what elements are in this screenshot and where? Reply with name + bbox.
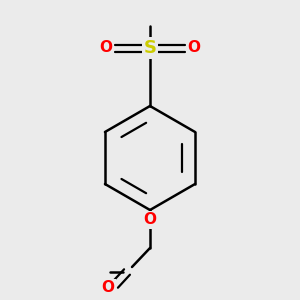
Text: O: O bbox=[188, 40, 200, 56]
Text: O: O bbox=[101, 280, 115, 296]
Text: O: O bbox=[143, 212, 157, 227]
Text: S: S bbox=[143, 39, 157, 57]
Text: O: O bbox=[100, 40, 112, 56]
